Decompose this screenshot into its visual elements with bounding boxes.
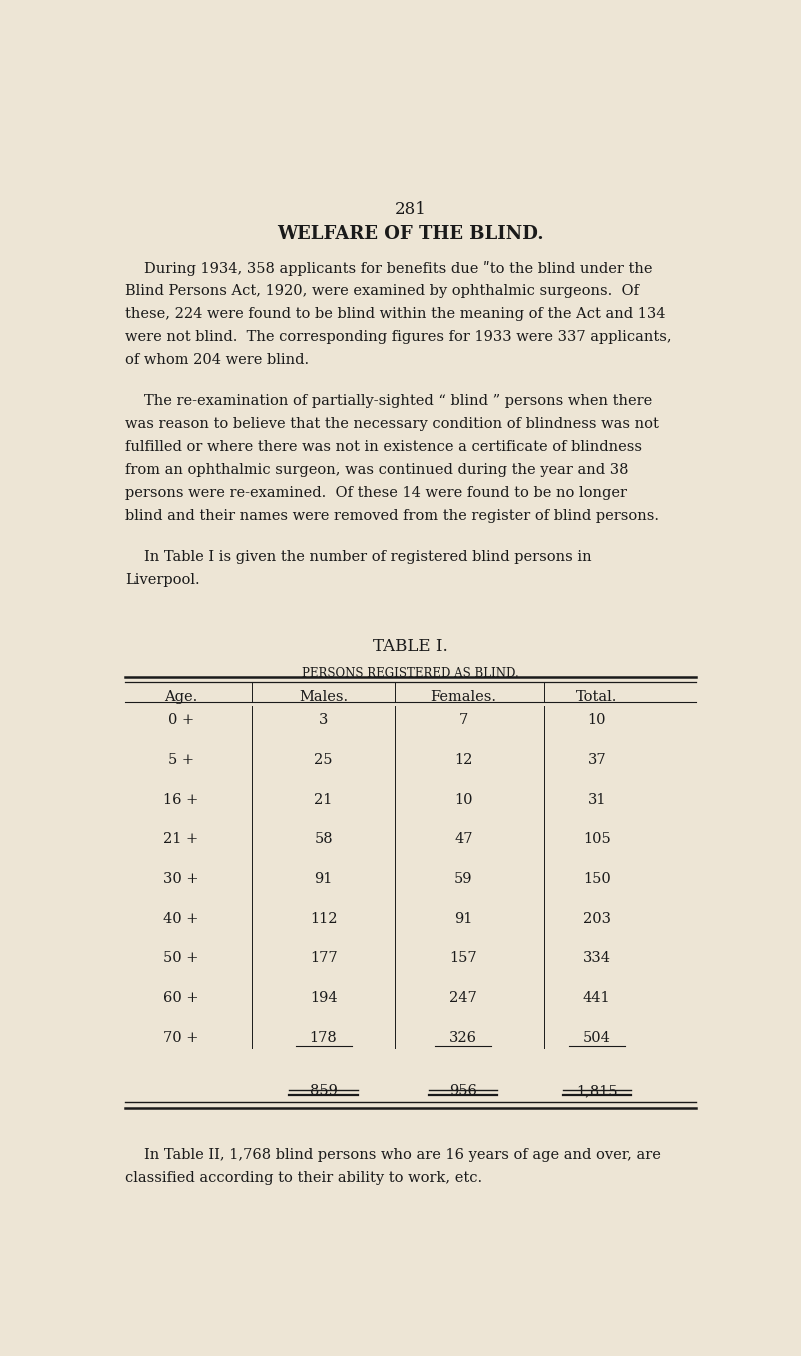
Text: Total.: Total. xyxy=(576,690,618,704)
Text: persons were re-examined.  Of these 14 were found to be no longer: persons were re-examined. Of these 14 we… xyxy=(125,485,627,500)
Text: 16 +: 16 + xyxy=(163,792,199,807)
Text: 91: 91 xyxy=(454,911,473,926)
Text: 1,815: 1,815 xyxy=(576,1083,618,1098)
Text: these, 224 were found to be blind within the meaning of the Act and 134: these, 224 were found to be blind within… xyxy=(125,306,666,321)
Text: 203: 203 xyxy=(583,911,610,926)
Text: 70 +: 70 + xyxy=(163,1031,199,1044)
Text: blind and their names were removed from the register of blind persons.: blind and their names were removed from … xyxy=(125,508,659,523)
Text: 0 +: 0 + xyxy=(167,713,194,727)
Text: fulfilled or where there was not in existence a certificate of blindness: fulfilled or where there was not in exis… xyxy=(125,441,642,454)
Text: 30 +: 30 + xyxy=(163,872,199,885)
Text: 91: 91 xyxy=(315,872,332,885)
Text: 21 +: 21 + xyxy=(163,833,199,846)
Text: 504: 504 xyxy=(583,1031,610,1044)
Text: 12: 12 xyxy=(454,753,473,767)
Text: TABLE I.: TABLE I. xyxy=(373,637,448,655)
Text: WELFARE OF THE BLIND.: WELFARE OF THE BLIND. xyxy=(277,225,544,243)
Text: 10: 10 xyxy=(587,713,606,727)
Text: 37: 37 xyxy=(587,753,606,767)
Text: were not blind.  The corresponding figures for 1933 were 337 applicants,: were not blind. The corresponding figure… xyxy=(125,330,671,344)
Text: In Table II, 1,768 blind persons who are 16 years of age and over, are: In Table II, 1,768 blind persons who are… xyxy=(143,1149,661,1162)
Text: 3: 3 xyxy=(319,713,328,727)
Text: During 1934, 358 applicants for benefits due ʺto the blind under the: During 1934, 358 applicants for benefits… xyxy=(143,260,652,275)
Text: 859: 859 xyxy=(310,1083,337,1098)
Text: Liverpool.: Liverpool. xyxy=(125,574,199,587)
Text: classified according to their ability to work, etc.: classified according to their ability to… xyxy=(125,1172,482,1185)
Text: Females.: Females. xyxy=(430,690,497,704)
Text: 10: 10 xyxy=(454,792,473,807)
Text: The re-examination of partially-sighted “ blind ” persons when there: The re-examination of partially-sighted … xyxy=(143,395,652,408)
Text: 326: 326 xyxy=(449,1031,477,1044)
Text: 7: 7 xyxy=(459,713,468,727)
Text: 150: 150 xyxy=(583,872,610,885)
Text: 334: 334 xyxy=(583,952,610,965)
Text: 157: 157 xyxy=(449,952,477,965)
Text: 178: 178 xyxy=(310,1031,337,1044)
Text: 956: 956 xyxy=(449,1083,477,1098)
Text: 50 +: 50 + xyxy=(163,952,199,965)
Text: of whom 204 were blind.: of whom 204 were blind. xyxy=(125,353,309,366)
Text: 105: 105 xyxy=(583,833,610,846)
Text: 59: 59 xyxy=(454,872,473,885)
Text: In Table I is given the number of registered blind persons in: In Table I is given the number of regist… xyxy=(143,551,591,564)
Text: 281: 281 xyxy=(395,201,426,218)
Text: from an ophthalmic surgeon, was continued during the year and 38: from an ophthalmic surgeon, was continue… xyxy=(125,462,629,477)
Text: Age.: Age. xyxy=(164,690,198,704)
Text: 194: 194 xyxy=(310,991,337,1005)
Text: Blind Persons Act, 1920, were examined by ophthalmic surgeons.  Of: Blind Persons Act, 1920, were examined b… xyxy=(125,283,639,298)
Text: 112: 112 xyxy=(310,911,337,926)
Text: 247: 247 xyxy=(449,991,477,1005)
Text: was reason to believe that the necessary condition of blindness was not: was reason to believe that the necessary… xyxy=(125,418,659,431)
Text: 40 +: 40 + xyxy=(163,911,199,926)
Text: PERSONS REGISTERED AS BLIND.: PERSONS REGISTERED AS BLIND. xyxy=(302,667,519,681)
Text: 31: 31 xyxy=(587,792,606,807)
Text: 441: 441 xyxy=(583,991,610,1005)
Text: 5 +: 5 + xyxy=(168,753,194,767)
Text: 58: 58 xyxy=(314,833,333,846)
Text: Males.: Males. xyxy=(299,690,348,704)
Text: 47: 47 xyxy=(454,833,473,846)
Text: 177: 177 xyxy=(310,952,337,965)
Text: 21: 21 xyxy=(315,792,332,807)
Text: 60 +: 60 + xyxy=(163,991,199,1005)
Text: 25: 25 xyxy=(314,753,333,767)
